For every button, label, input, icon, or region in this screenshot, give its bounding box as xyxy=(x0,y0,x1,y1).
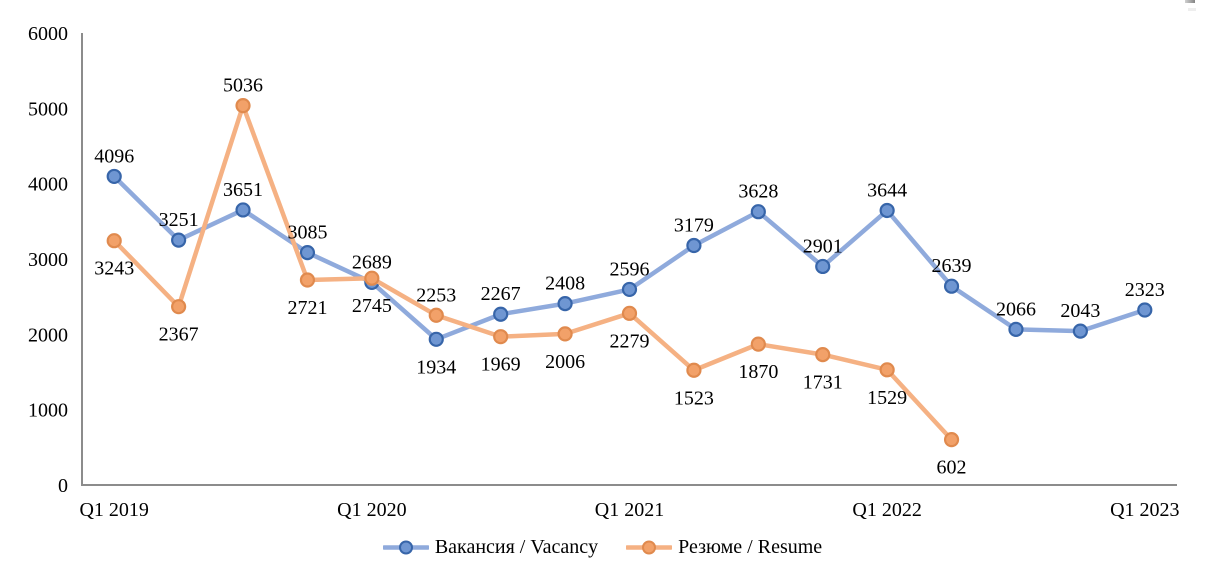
chart-legend: Вакансия / Vacancy Резюме / Resume xyxy=(0,536,1205,559)
data-label: 4096 xyxy=(94,145,134,167)
data-point-marker xyxy=(1008,321,1024,337)
data-point-marker xyxy=(299,244,316,261)
x-tick-label: Q1 2021 xyxy=(595,499,664,521)
data-label: 1934 xyxy=(416,356,456,378)
data-label: 2367 xyxy=(159,324,199,346)
data-point-marker xyxy=(235,98,251,114)
data-label: 3644 xyxy=(867,179,907,201)
x-tick-label: Q1 2020 xyxy=(337,499,406,521)
data-label: 2006 xyxy=(545,351,585,373)
data-point-marker xyxy=(621,281,638,298)
data-point-marker xyxy=(364,270,380,286)
cropped-text-fragment xyxy=(1185,0,1195,3)
data-point-marker xyxy=(557,295,573,312)
x-tick-label: Q1 2023 xyxy=(1110,499,1179,521)
data-point-marker xyxy=(235,202,251,218)
data-label: 3243 xyxy=(94,258,134,280)
series-line-1 xyxy=(111,103,954,442)
y-tick-label: 3000 xyxy=(28,249,68,271)
y-tick-label: 2000 xyxy=(28,324,68,346)
data-point-marker xyxy=(106,233,122,249)
y-tick-label: 4000 xyxy=(28,174,68,196)
data-label: 2066 xyxy=(996,298,1036,320)
data-label: 2596 xyxy=(610,258,650,280)
data-label: 2323 xyxy=(1125,279,1165,301)
data-point-marker xyxy=(1072,323,1088,339)
x-tick-label: Q1 2019 xyxy=(79,499,148,521)
data-label: 2267 xyxy=(481,283,521,305)
data-label: 2253 xyxy=(416,284,456,306)
data-label: 3179 xyxy=(674,215,714,237)
data-label: 5036 xyxy=(223,75,263,97)
data-point-marker xyxy=(1137,302,1153,318)
data-point-marker xyxy=(106,168,122,185)
data-label: 2639 xyxy=(932,255,972,277)
data-point-marker xyxy=(493,306,509,322)
data-point-marker xyxy=(879,362,895,378)
y-tick-label: 5000 xyxy=(28,98,68,120)
data-label: 2408 xyxy=(545,273,585,295)
data-label: 1523 xyxy=(674,387,714,409)
data-label: 1969 xyxy=(481,354,521,376)
data-point-marker xyxy=(493,329,509,345)
data-point-marker xyxy=(943,278,960,294)
y-tick-label: 1000 xyxy=(28,400,68,422)
data-point-marker xyxy=(686,237,702,254)
data-point-marker xyxy=(943,432,960,448)
data-point-marker xyxy=(171,299,187,315)
data-point-marker xyxy=(428,307,444,323)
data-label: 2043 xyxy=(1060,300,1100,322)
data-point-marker xyxy=(750,204,766,220)
data-point-marker xyxy=(428,331,444,347)
data-label: 3085 xyxy=(287,222,327,244)
y-tick-label: 0 xyxy=(58,475,68,497)
data-label: 1731 xyxy=(803,372,843,394)
data-label: 2689 xyxy=(352,251,392,273)
legend-item-resume: Резюме / Resume xyxy=(626,536,822,559)
data-label: 2721 xyxy=(287,297,327,319)
data-point-marker xyxy=(171,232,187,248)
data-label: 1529 xyxy=(867,387,907,409)
legend-item-vacancy: Вакансия / Vacancy xyxy=(382,536,599,559)
legend-label-vacancy: Вакансия / Vacancy xyxy=(434,536,599,558)
data-label: 2745 xyxy=(352,295,392,317)
data-point-marker xyxy=(815,346,831,363)
data-point-marker xyxy=(299,272,316,288)
data-label: 3651 xyxy=(223,179,263,201)
x-tick-label: Q1 2022 xyxy=(852,499,921,521)
data-point-marker xyxy=(879,202,895,219)
legend-marker-resume-icon xyxy=(626,540,673,555)
legend-label-resume: Резюме / Resume xyxy=(678,536,823,558)
data-label: 602 xyxy=(937,457,967,479)
cropped-text-fragment xyxy=(1188,8,1196,11)
data-label: 3251 xyxy=(159,209,199,231)
data-point-marker xyxy=(557,326,573,342)
data-label: 2279 xyxy=(610,330,650,352)
legend-marker-vacancy-icon xyxy=(382,540,429,555)
data-point-marker xyxy=(686,362,702,378)
data-label: 2901 xyxy=(803,235,843,257)
data-point-marker xyxy=(621,305,638,321)
data-label: 1870 xyxy=(738,361,778,383)
y-tick-label: 6000 xyxy=(28,23,68,45)
data-point-marker xyxy=(815,258,831,275)
data-point-marker xyxy=(750,336,766,352)
data-label: 3628 xyxy=(738,181,778,203)
